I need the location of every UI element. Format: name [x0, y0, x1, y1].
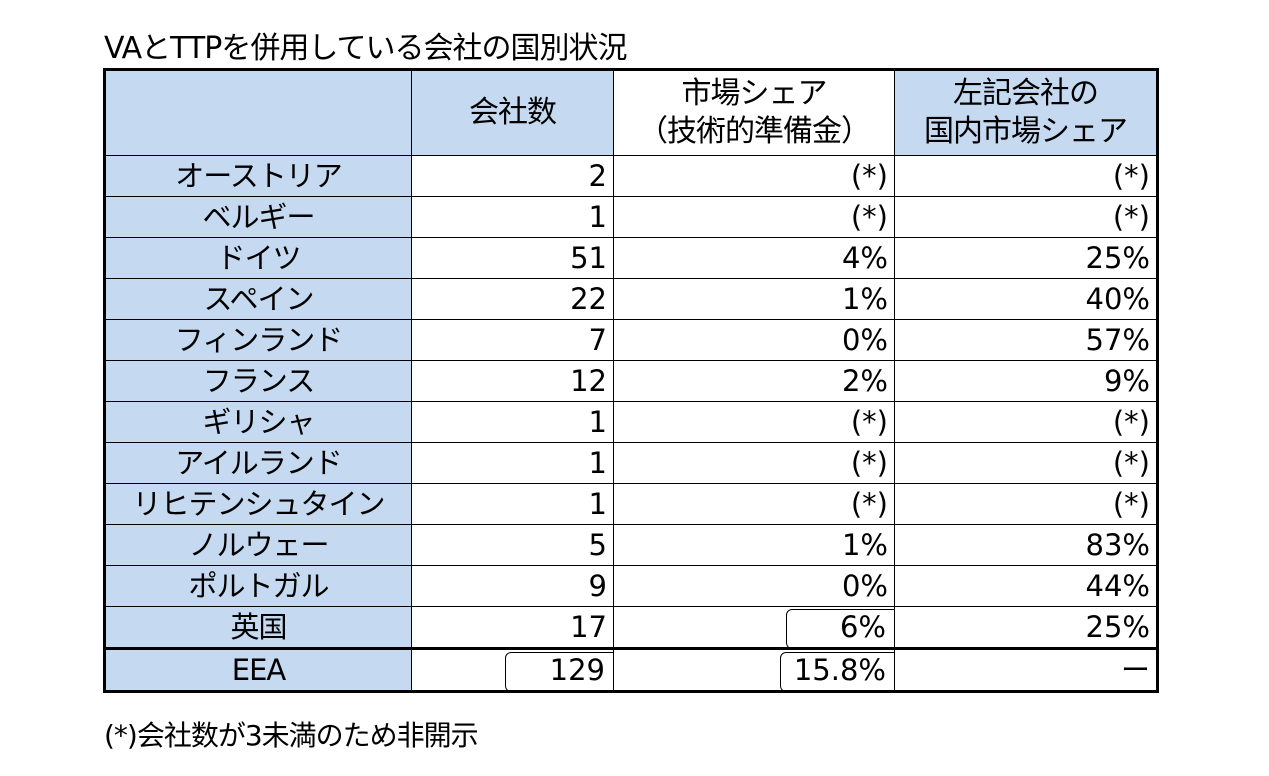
companies-cell: 9 [411, 565, 614, 607]
table-row: ノルウェー 5 1% 83% [104, 524, 1158, 566]
companies-cell: 5 [411, 524, 614, 566]
domestic-share-cell: 9% [894, 360, 1158, 402]
market-share-cell: 4% [613, 237, 895, 279]
market-share-cell: 1% [613, 524, 895, 566]
country-cell: フィンランド [104, 319, 412, 361]
table-row: リヒテンシュタイン 1 (*) (*) [104, 483, 1158, 525]
country-cell: ドイツ [104, 237, 412, 279]
country-cell: リヒテンシュタイン [104, 483, 412, 525]
table-row: 英国 17 6% 25% [104, 606, 1158, 649]
header-row: 会社数 市場シェア （技術的準備金） 左記会社の 国内市場シェア [104, 69, 1158, 156]
country-cell: アイルランド [104, 442, 412, 484]
domestic-share-cell: 83% [894, 524, 1158, 566]
country-cell: ギリシャ [104, 401, 412, 443]
companies-cell: 12 [411, 360, 614, 402]
highlight-box: 15.8% [779, 652, 894, 691]
header-domestic-share-line1: 左記会社の [953, 76, 1099, 111]
country-status-table: 会社数 市場シェア （技術的準備金） 左記会社の 国内市場シェア オーストリア … [103, 68, 1159, 693]
header-market-share: 市場シェア （技術的準備金） [613, 69, 895, 156]
companies-cell: 1 [411, 442, 614, 484]
market-share-cell: (*) [613, 483, 895, 525]
page-title: VAとTTPを併用している会社の国別状況 [104, 31, 627, 66]
total-companies-cell: 129 [411, 647, 614, 692]
market-share-cell: 6% [613, 606, 895, 649]
companies-cell: 1 [411, 196, 614, 238]
table-row: ドイツ 51 4% 25% [104, 237, 1158, 279]
total-market-share-cell: 15.8% [613, 647, 895, 692]
companies-cell: 7 [411, 319, 614, 361]
header-domestic-share-line2: 国内市場シェア [924, 114, 1128, 149]
country-cell: 英国 [104, 606, 412, 649]
domestic-share-cell: (*) [894, 483, 1158, 525]
companies-cell: 1 [411, 401, 614, 443]
table-row: フランス 12 2% 9% [104, 360, 1158, 402]
table-row: ポルトガル 9 0% 44% [104, 565, 1158, 607]
total-domestic-share-cell: ー [894, 647, 1158, 692]
market-share-cell: (*) [613, 196, 895, 238]
country-cell: オーストリア [104, 155, 412, 197]
market-share-cell: 0% [613, 319, 895, 361]
domestic-share-cell: (*) [894, 196, 1158, 238]
market-share-cell: 0% [613, 565, 895, 607]
total-row: EEA 129 15.8% ー [104, 647, 1158, 692]
table-row: ベルギー 1 (*) (*) [104, 196, 1158, 238]
domestic-share-cell: 25% [894, 606, 1158, 649]
market-share-cell: 2% [613, 360, 895, 402]
header-market-share-line1: 市場シェア [681, 76, 828, 111]
highlight-box: 6% [785, 608, 894, 648]
domestic-share-cell: 57% [894, 319, 1158, 361]
market-share-cell: (*) [613, 401, 895, 443]
header-country-blank [104, 69, 412, 156]
table-row: アイルランド 1 (*) (*) [104, 442, 1158, 484]
domestic-share-cell: (*) [894, 442, 1158, 484]
country-cell: ポルトガル [104, 565, 412, 607]
country-cell: ベルギー [104, 196, 412, 238]
highlight-box: 129 [504, 652, 613, 691]
table-row: スペイン 22 1% 40% [104, 278, 1158, 320]
domestic-share-cell: (*) [894, 401, 1158, 443]
country-cell: スペイン [104, 278, 412, 320]
companies-cell: 1 [411, 483, 614, 525]
market-share-cell: (*) [613, 155, 895, 197]
domestic-share-cell: 44% [894, 565, 1158, 607]
header-companies: 会社数 [411, 69, 614, 156]
header-domestic-share: 左記会社の 国内市場シェア [894, 69, 1158, 156]
header-market-share-line2: （技術的準備金） [638, 114, 871, 149]
table-row: オーストリア 2 (*) (*) [104, 155, 1158, 197]
domestic-share-cell: 40% [894, 278, 1158, 320]
table-row: フィンランド 7 0% 57% [104, 319, 1158, 361]
country-cell: ノルウェー [104, 524, 412, 566]
table-row: ギリシャ 1 (*) (*) [104, 401, 1158, 443]
companies-cell: 2 [411, 155, 614, 197]
market-share-cell: 1% [613, 278, 895, 320]
domestic-share-cell: (*) [894, 155, 1158, 197]
companies-cell: 51 [411, 237, 614, 279]
footnote: (*)会社数が3未満のため非開示 [104, 719, 479, 752]
total-label-cell: EEA [104, 647, 412, 692]
market-share-cell: (*) [613, 442, 895, 484]
domestic-share-cell: 25% [894, 237, 1158, 279]
country-cell: フランス [104, 360, 412, 402]
companies-cell: 22 [411, 278, 614, 320]
companies-cell: 17 [411, 606, 614, 649]
